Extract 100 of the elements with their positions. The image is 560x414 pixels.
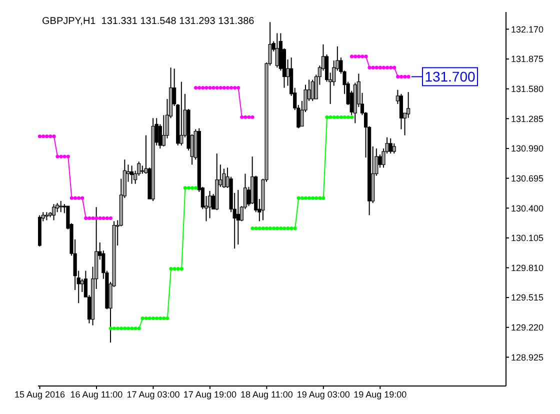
point xyxy=(272,226,276,230)
point xyxy=(232,86,237,90)
point xyxy=(240,115,244,119)
point xyxy=(176,266,180,271)
point xyxy=(328,115,332,119)
point xyxy=(293,226,297,230)
point xyxy=(137,326,141,330)
point xyxy=(276,226,280,230)
point xyxy=(268,226,272,230)
point xyxy=(105,216,109,220)
candlestick xyxy=(52,204,56,221)
candlestick xyxy=(392,142,396,154)
y-tick-label: 129.220 xyxy=(511,322,544,333)
point xyxy=(218,86,222,90)
point xyxy=(194,86,198,90)
x-tick-label: 18 Aug 11:00 xyxy=(240,389,293,400)
point xyxy=(45,134,49,138)
point xyxy=(325,115,329,119)
point xyxy=(346,115,350,119)
chart-title: GBPJPY,H1 131.331 131.548 131.293 131.386 xyxy=(42,16,254,27)
point xyxy=(371,66,375,70)
candlestick xyxy=(222,168,226,188)
point xyxy=(392,66,396,70)
point xyxy=(148,316,152,320)
point xyxy=(396,74,400,78)
point xyxy=(357,54,361,58)
point xyxy=(198,86,202,90)
candlestick xyxy=(236,189,240,245)
point xyxy=(56,154,60,158)
point xyxy=(190,186,194,190)
x-tick-label: 15 Aug 2016 xyxy=(14,389,66,400)
candlestick xyxy=(399,93,404,130)
point xyxy=(342,115,346,119)
point xyxy=(204,86,208,90)
point xyxy=(144,316,148,320)
point xyxy=(304,196,308,200)
point xyxy=(226,86,230,90)
point xyxy=(130,326,134,330)
point xyxy=(388,66,393,70)
point xyxy=(42,134,46,138)
point xyxy=(120,326,124,330)
point xyxy=(91,216,95,220)
point xyxy=(151,316,156,320)
point xyxy=(244,115,248,119)
candlestick xyxy=(275,32,279,68)
point xyxy=(364,54,368,58)
y-tick-label: 129.515 xyxy=(511,292,544,303)
point xyxy=(116,326,120,330)
y-tick-label: 130.400 xyxy=(511,203,544,214)
point xyxy=(62,154,66,158)
candlestick xyxy=(406,92,410,118)
point xyxy=(66,154,70,158)
point xyxy=(332,115,336,119)
point xyxy=(378,66,382,70)
y-tick-label: 128.925 xyxy=(511,352,544,362)
point xyxy=(382,66,386,70)
point xyxy=(368,66,372,70)
point xyxy=(88,216,92,220)
point xyxy=(307,196,312,200)
point xyxy=(254,226,258,230)
y-tick-label: 129.810 xyxy=(511,262,544,273)
point xyxy=(385,66,390,70)
point xyxy=(400,74,404,78)
y-tick-label: 131.285 xyxy=(511,114,544,124)
point xyxy=(264,226,268,230)
point xyxy=(212,86,216,90)
point xyxy=(296,196,300,200)
point xyxy=(154,316,159,320)
point xyxy=(247,115,251,119)
point xyxy=(84,216,88,220)
candlestick xyxy=(388,138,392,154)
point xyxy=(52,134,56,138)
point xyxy=(169,266,173,271)
point xyxy=(108,216,112,220)
point xyxy=(229,86,234,90)
point xyxy=(70,196,74,200)
point xyxy=(360,54,364,58)
point xyxy=(201,86,205,90)
x-tick-label: 16 Aug 11:00 xyxy=(70,389,123,400)
y-tick-label: 131.875 xyxy=(511,54,544,64)
point xyxy=(314,196,318,200)
point xyxy=(194,186,198,190)
y-tick-label: 131.580 xyxy=(511,84,544,94)
point xyxy=(162,316,166,320)
y-tick-label: 132.170 xyxy=(511,24,544,34)
x-tick-label: 17 Aug 19:00 xyxy=(183,389,236,400)
point xyxy=(94,216,98,220)
point xyxy=(215,86,219,90)
point xyxy=(222,86,226,90)
point xyxy=(258,226,262,230)
point xyxy=(282,226,286,230)
annotation: 131.700 xyxy=(424,68,476,85)
point xyxy=(186,186,190,190)
point xyxy=(290,226,294,230)
point xyxy=(126,326,130,330)
point xyxy=(112,326,116,330)
point xyxy=(236,86,240,90)
point xyxy=(350,115,354,119)
point xyxy=(403,74,407,78)
point xyxy=(208,86,212,90)
